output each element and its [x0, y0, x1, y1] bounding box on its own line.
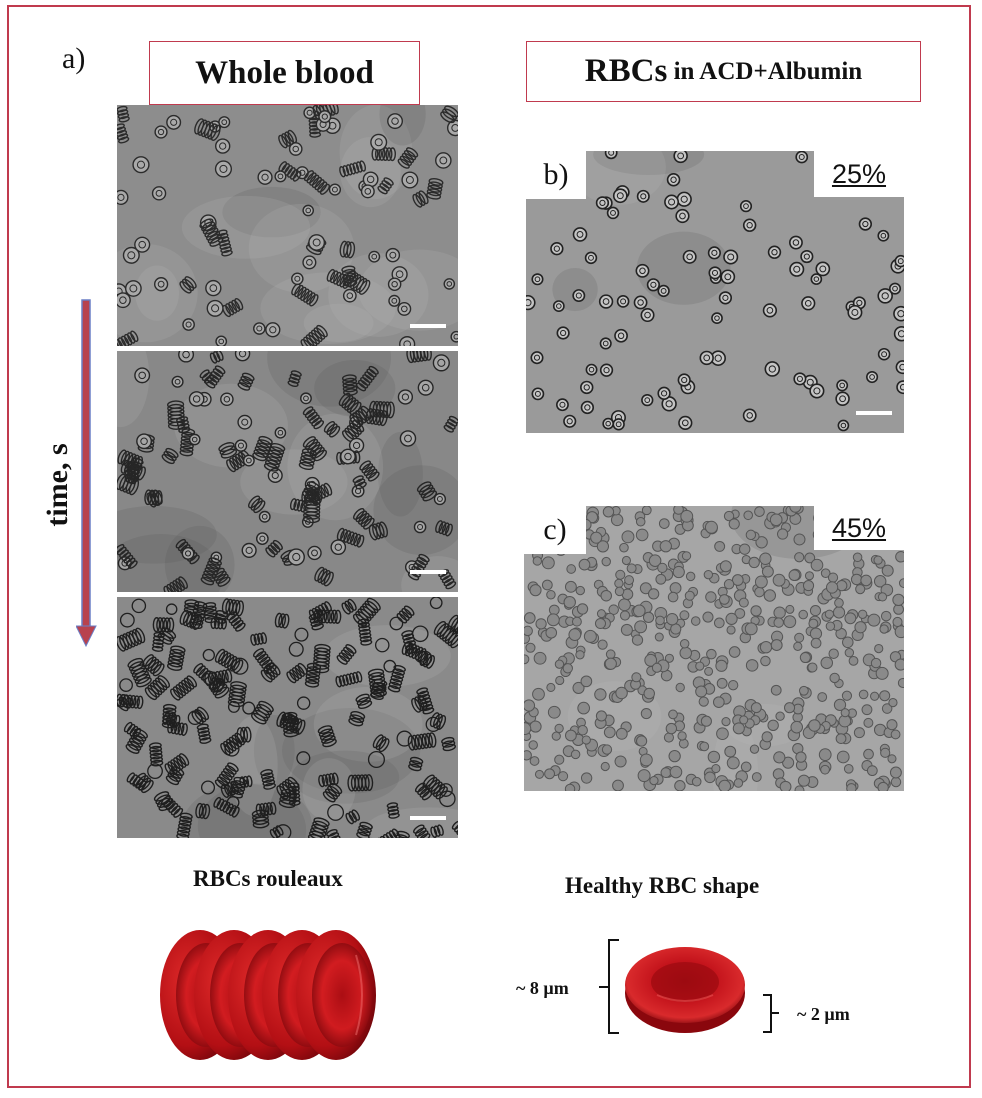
panel-c-letter: c) — [524, 506, 586, 554]
panel-bc-title: RBCs in ACD+Albumin — [526, 41, 921, 102]
panel-a-title: Whole blood — [149, 41, 420, 105]
panel-bc-title-rest: in ACD+Albumin — [667, 57, 863, 85]
rouleaux-illustration — [160, 930, 376, 1060]
panel-b-letter: b) — [526, 151, 586, 199]
healthy-rbc-illustration — [599, 939, 779, 1034]
figure-frame — [7, 5, 971, 1088]
panel-a-caption: RBCs rouleaux — [193, 866, 343, 891]
panel-b-percent: 25% — [814, 151, 904, 197]
micrograph-a3 — [117, 597, 458, 838]
micrograph-b — [526, 151, 904, 433]
time-axis-label: time, s — [41, 443, 74, 527]
time-arrow — [76, 299, 97, 648]
thickness-label: ~ 2 µm — [797, 1004, 850, 1024]
panel-bc-caption: Healthy RBC shape — [565, 873, 760, 898]
micrograph-a2 — [117, 351, 458, 592]
panel-bc-title-main: RBCs — [584, 53, 668, 89]
panel-a-letter: a) — [62, 42, 86, 75]
panel-c-percent: 45% — [814, 506, 904, 550]
diameter-label: ~ 8 µm — [516, 978, 569, 998]
micrograph-a1 — [117, 105, 458, 346]
